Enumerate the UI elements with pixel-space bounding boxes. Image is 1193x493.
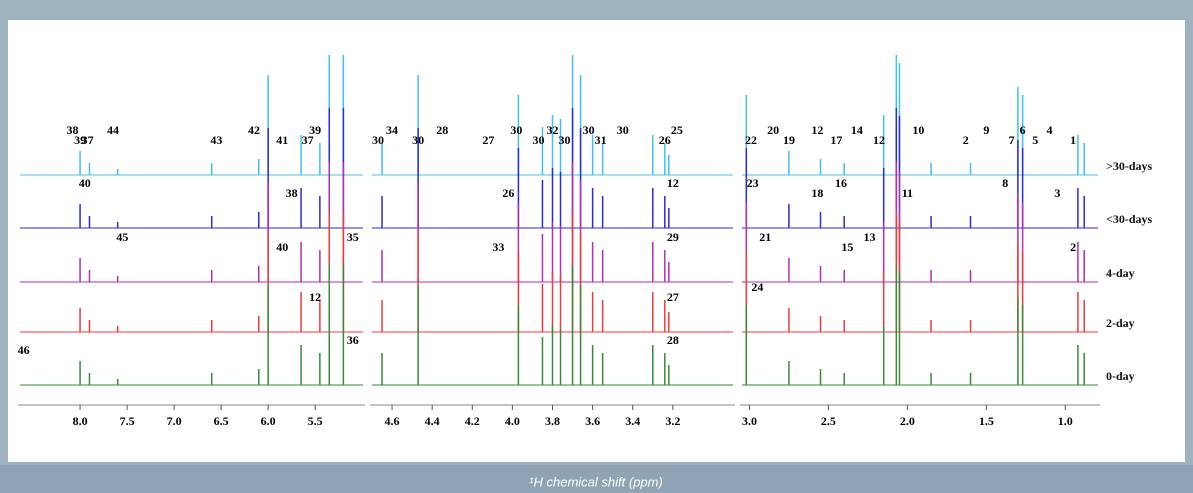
peak-annotation: 25 — [671, 123, 683, 137]
x-tick-label: 1.0 — [1058, 414, 1073, 428]
peak-annotation: 46 — [18, 343, 30, 357]
x-tick-label: 3.0 — [742, 414, 757, 428]
x-tick-label: 7.0 — [167, 414, 182, 428]
peak-annotation: 35 — [347, 230, 359, 244]
plot-background — [8, 20, 1185, 462]
x-tick-label: 3.8 — [545, 414, 560, 428]
peak-annotation: 12 — [873, 133, 885, 147]
peak-annotation: 18 — [811, 186, 823, 200]
peak-annotation: 34 — [386, 123, 398, 137]
peak-annotation: 30 — [559, 133, 571, 147]
x-tick-label: 4.6 — [385, 414, 400, 428]
peak-annotation: 10 — [912, 123, 924, 137]
peak-annotation: 13 — [863, 230, 875, 244]
peak-annotation: 42 — [248, 123, 260, 137]
peak-annotation: 23 — [747, 176, 759, 190]
peak-annotation: 32 — [547, 123, 559, 137]
peak-annotation: 2 — [963, 133, 969, 147]
peak-annotation: 24 — [751, 280, 763, 294]
peak-annotation: 37 — [302, 133, 314, 147]
peak-annotation: 12 — [667, 176, 679, 190]
peak-annotation: 14 — [851, 123, 863, 137]
peak-annotation: 30 — [532, 133, 544, 147]
trace-label: 0-day — [1106, 369, 1135, 383]
peak-annotation: 6 — [1020, 123, 1026, 137]
peak-annotation: 22 — [745, 133, 757, 147]
peak-annotation: 29 — [667, 230, 679, 244]
peak-annotation: 41 — [276, 133, 288, 147]
peak-annotation: 44 — [107, 123, 119, 137]
peak-annotation: 45 — [116, 230, 128, 244]
x-tick-label: 8.0 — [73, 414, 88, 428]
peak-annotation: 38 — [286, 186, 298, 200]
peak-annotation: 20 — [767, 123, 779, 137]
peak-annotation: 28 — [436, 123, 448, 137]
peak-annotation: 12 — [811, 123, 823, 137]
peak-annotation: 26 — [502, 186, 514, 200]
peak-annotation: 7 — [1009, 133, 1015, 147]
trace-label: >30-days — [1106, 159, 1153, 173]
x-tick-label: 5.5 — [308, 414, 323, 428]
peak-annotation: 17 — [830, 133, 842, 147]
peak-annotation: 2 — [1070, 240, 1076, 254]
peak-annotation: 21 — [759, 230, 771, 244]
x-tick-label: 2.5 — [821, 414, 836, 428]
peak-annotation: 11 — [902, 186, 913, 200]
peak-annotation: 30 — [372, 133, 384, 147]
peak-annotation: 40 — [79, 176, 91, 190]
peak-annotation: 19 — [783, 133, 795, 147]
peak-annotation: 15 — [841, 240, 853, 254]
peak-annotation: 40 — [276, 240, 288, 254]
x-tick-label: 1.5 — [979, 414, 994, 428]
peak-annotation: 12 — [309, 290, 321, 304]
x-tick-label: 6.0 — [261, 414, 276, 428]
peak-annotation: 28 — [667, 333, 679, 347]
trace-label: 4-day — [1106, 266, 1135, 280]
x-tick-label: 6.5 — [214, 414, 229, 428]
x-tick-label: 4.2 — [465, 414, 480, 428]
peak-annotation: 33 — [492, 240, 504, 254]
peak-annotation: 27 — [482, 133, 494, 147]
peak-annotation: 4 — [1046, 123, 1052, 137]
x-tick-label: 3.4 — [625, 414, 640, 428]
peak-annotation: 30 — [583, 123, 595, 137]
x-tick-label: 4.4 — [425, 414, 440, 428]
peak-annotation: 30 — [412, 133, 424, 147]
peak-annotation: 3 — [1054, 186, 1060, 200]
peak-annotation: 1 — [1070, 133, 1076, 147]
trace-label: <30-days — [1106, 212, 1153, 226]
x-tick-label: 3.6 — [585, 414, 600, 428]
x-tick-label: 4.0 — [505, 414, 520, 428]
peak-annotation: 8 — [1002, 176, 1008, 190]
peak-annotation: 27 — [667, 290, 679, 304]
x-tick-label: 2.0 — [900, 414, 915, 428]
x-tick-label: 3.2 — [665, 414, 680, 428]
peak-annotation: 30 — [617, 123, 629, 137]
peak-annotation: 39 — [74, 133, 86, 147]
peak-annotation: 9 — [983, 123, 989, 137]
peak-annotation: 30 — [510, 123, 522, 137]
peak-annotation: 43 — [210, 133, 222, 147]
x-axis-label: ¹H chemical shift (ppm) — [529, 474, 663, 489]
trace-label: 2-day — [1106, 316, 1135, 330]
peak-annotation: 39 — [309, 123, 321, 137]
peak-annotation: 31 — [595, 133, 607, 147]
x-tick-label: 7.5 — [120, 414, 135, 428]
peak-annotation: 16 — [835, 176, 847, 190]
peak-annotation: 37 — [82, 133, 94, 147]
peak-annotation: 26 — [659, 133, 671, 147]
peak-annotation: 5 — [1032, 133, 1038, 147]
peak-annotation: 36 — [347, 333, 359, 347]
caption-bar — [0, 465, 1193, 493]
peak-annotation: 38 — [67, 123, 79, 137]
